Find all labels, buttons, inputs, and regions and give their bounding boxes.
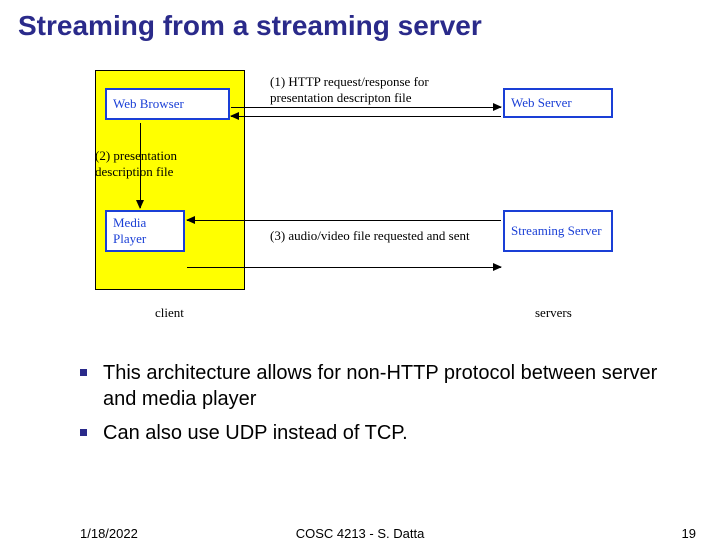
slide-title: Streaming from a streaming server: [18, 10, 482, 42]
node-web-server-label: Web Server: [511, 95, 572, 111]
label-description-file: (2) presentation description file: [95, 148, 235, 180]
arrow-description-down: [140, 123, 141, 208]
node-web-server: Web Server: [503, 88, 613, 118]
node-web-browser: Web Browser: [105, 88, 230, 120]
node-streaming-server: Streaming Server: [503, 210, 613, 252]
bullet-icon: [80, 429, 87, 436]
label-client: client: [155, 305, 184, 321]
bullet-icon: [80, 369, 87, 376]
list-item: Can also use UDP instead of TCP.: [80, 420, 690, 446]
bullet-text: This architecture allows for non-HTTP pr…: [103, 360, 690, 412]
node-web-browser-label: Web Browser: [113, 96, 184, 112]
arrow-media-response: [187, 267, 501, 268]
label-servers: servers: [535, 305, 572, 321]
arrow-http-response: [231, 116, 501, 117]
footer-course: COSC 4213 - S. Datta: [0, 526, 720, 541]
bullet-text: Can also use UDP instead of TCP.: [103, 420, 690, 446]
label-http-request: (1) HTTP request/response for presentati…: [270, 74, 490, 106]
label-av-file: (3) audio/video file requested and sent: [270, 228, 490, 244]
footer-page-number: 19: [682, 526, 696, 541]
diagram-area: Web Browser Media Player Web Server Stre…: [95, 70, 625, 330]
arrow-media-request: [187, 220, 501, 221]
arrow-http-request: [231, 107, 501, 108]
bullet-list: This architecture allows for non-HTTP pr…: [80, 360, 690, 454]
node-media-player-label: Media Player: [113, 215, 177, 247]
list-item: This architecture allows for non-HTTP pr…: [80, 360, 690, 412]
node-streaming-server-label: Streaming Server: [511, 223, 602, 239]
node-media-player: Media Player: [105, 210, 185, 252]
